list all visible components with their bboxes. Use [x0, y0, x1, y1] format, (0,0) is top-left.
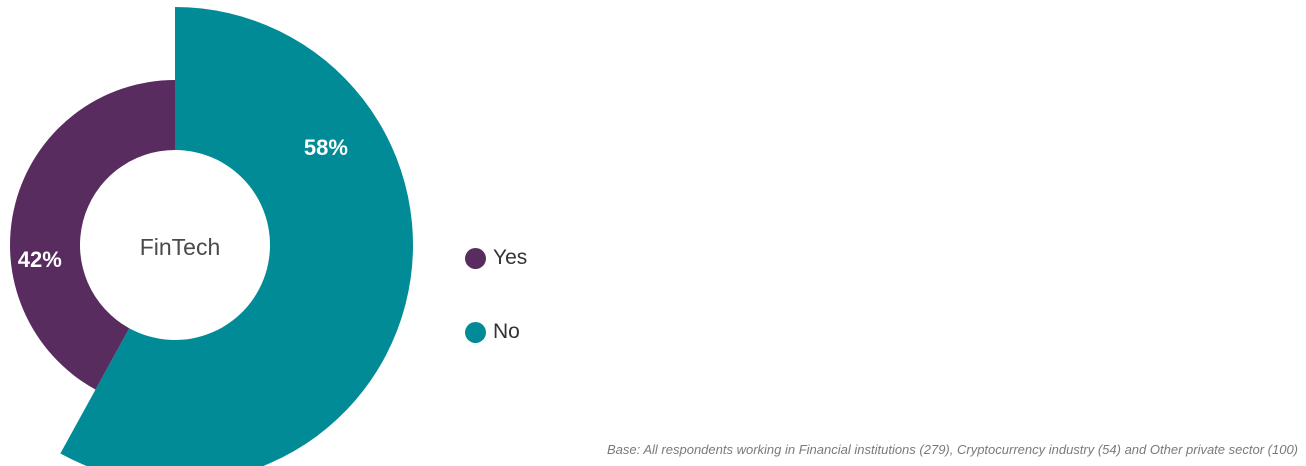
- slice-yes: [10, 80, 175, 390]
- center-label: FinTech: [140, 234, 221, 260]
- slice-no: [60, 7, 413, 466]
- legend-swatch-yes: [465, 247, 486, 269]
- legend-label-yes: Yes: [493, 246, 528, 269]
- legend-swatch-no: [465, 321, 486, 343]
- base-footnote: Base: All respondents working in Financi…: [607, 442, 1298, 457]
- legend-label-no: No: [493, 320, 520, 343]
- slice-label-no: 58%: [304, 135, 348, 160]
- legend-item-yes: Yes: [465, 243, 527, 273]
- donut-slices: [10, 7, 413, 466]
- legend-item-no: No: [465, 317, 527, 347]
- slice-label-yes: 42%: [18, 247, 62, 272]
- legend: Yes No: [465, 243, 527, 391]
- slice-labels: 58% 42%: [18, 135, 348, 272]
